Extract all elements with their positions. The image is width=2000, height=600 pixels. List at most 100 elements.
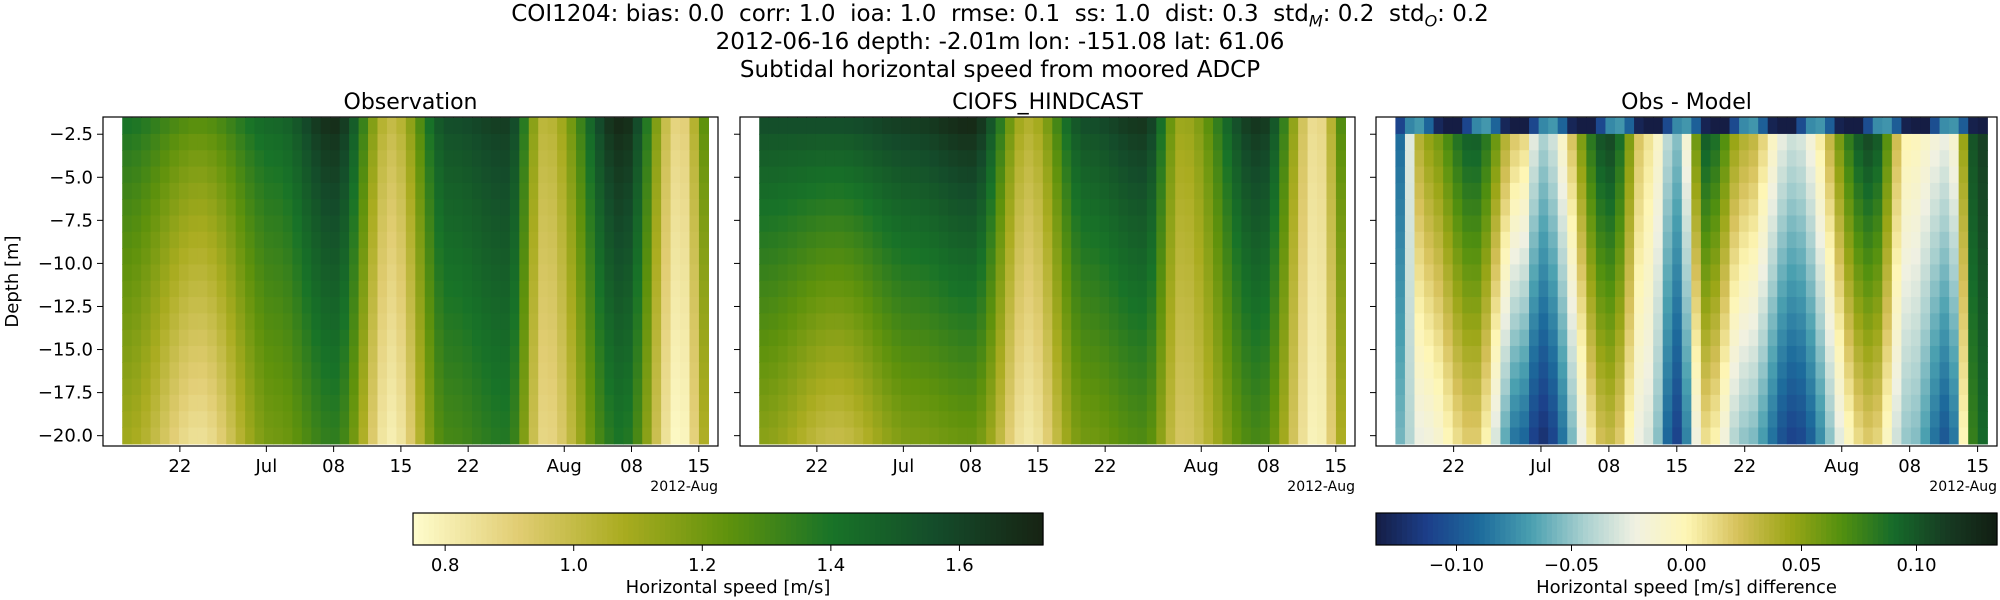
colorbar-swatch (1733, 513, 1739, 545)
heatmap-cell (651, 378, 662, 396)
heatmap-cell (1165, 231, 1176, 249)
x-tick-label: 15 (1665, 456, 1688, 477)
heatmap-cell (1222, 166, 1233, 184)
heatmap-cell (490, 329, 501, 347)
heatmap-cell (1433, 297, 1444, 314)
heatmap-cell (844, 280, 855, 298)
heatmap-cell (349, 215, 360, 233)
heatmap-cell (1529, 248, 1540, 266)
heatmap-cell (1061, 313, 1072, 331)
heatmap-cell (538, 378, 549, 396)
heatmap-cell (957, 133, 968, 151)
heatmap-cell (131, 280, 142, 298)
heatmap-cell (1643, 378, 1654, 396)
heatmap-cell (1853, 297, 1864, 314)
heatmap-cell (1061, 215, 1072, 233)
heatmap-cell (1977, 231, 1988, 249)
heatmap-cell (1796, 182, 1807, 200)
heatmap-cell (254, 362, 265, 380)
heatmap-cell (1777, 280, 1788, 298)
panel-frame (102, 116, 719, 447)
heatmap-cell (806, 182, 817, 200)
heatmap-cell (1109, 231, 1120, 249)
heatmap-cell (1958, 248, 1969, 266)
heatmap-cell (1213, 133, 1224, 151)
heatmap-cell (566, 329, 577, 347)
heatmap-cell (957, 215, 968, 233)
heatmap-cell (1557, 313, 1568, 331)
heatmap-cell (462, 166, 473, 184)
colorbar-swatch (796, 513, 803, 545)
heatmap-cell (1462, 215, 1473, 233)
heatmap-cell (519, 199, 530, 217)
heatmap-cell (282, 394, 293, 412)
heatmap-cell (1949, 280, 1960, 298)
heatmap-cell (528, 182, 539, 200)
heatmap-cell (1930, 215, 1941, 233)
heatmap-cell (834, 150, 845, 168)
heatmap-cell (169, 248, 180, 266)
heatmap-cell (689, 362, 700, 380)
heatmap-cell (1844, 215, 1855, 233)
heatmap-cell (1481, 264, 1492, 282)
heatmap-cell (1490, 378, 1502, 396)
heatmap-cell (292, 362, 303, 380)
heatmap-cell (1815, 133, 1826, 151)
heatmap-cell (1424, 329, 1435, 347)
heatmap-cell (1614, 231, 1626, 249)
heatmap-cell (797, 231, 808, 249)
heatmap-cell (330, 345, 341, 363)
heatmap-cell (759, 248, 770, 266)
heatmap-cell (1231, 150, 1242, 168)
heatmap-cell (396, 133, 407, 151)
heatmap-cell (547, 166, 558, 184)
heatmap-cell (320, 427, 331, 445)
heatmap-cell (434, 394, 445, 412)
heatmap-cell (330, 313, 341, 331)
heatmap-cell (557, 231, 568, 249)
colorbar-swatch (428, 513, 435, 545)
heatmap-cell (453, 231, 464, 249)
heatmap-cell (853, 150, 864, 168)
heatmap-cell (538, 313, 549, 331)
heatmap-cell (122, 378, 133, 396)
heatmap-cell (1576, 133, 1587, 151)
heatmap-cell (386, 378, 397, 396)
heatmap-cell (768, 248, 779, 266)
heatmap-cell (1156, 199, 1167, 217)
heatmap-cell (1099, 394, 1110, 412)
heatmap-cell (490, 280, 501, 298)
heatmap-cell (415, 182, 426, 200)
heatmap-cell (938, 427, 949, 445)
heatmap-cell (1269, 280, 1280, 298)
heatmap-cell (1595, 329, 1607, 347)
heatmap-cell (1307, 313, 1318, 331)
heatmap-cell (778, 199, 789, 217)
heatmap-cell (1605, 133, 1616, 151)
heatmap-cell (1080, 345, 1091, 363)
heatmap-cell (594, 215, 605, 233)
heatmap-cell (1241, 182, 1252, 200)
heatmap-cell (509, 280, 520, 298)
heatmap-cell (1109, 150, 1120, 168)
heatmap-cell (1758, 264, 1769, 282)
heatmap-cell (986, 427, 997, 445)
heatmap-cell (1672, 313, 1683, 331)
heatmap-cell (623, 150, 634, 168)
heatmap-cell (585, 231, 596, 249)
heatmap-cell (1222, 133, 1233, 151)
heatmap-cell (131, 313, 142, 331)
heatmap-cell (797, 199, 808, 217)
heatmap-cell (623, 133, 634, 151)
heatmap-cell (1710, 362, 1721, 380)
colorbar-swatch (1991, 513, 1998, 545)
heatmap-cell (538, 215, 549, 233)
heatmap-cell (938, 199, 949, 217)
heatmap-cell (453, 427, 464, 445)
heatmap-cell (349, 345, 360, 363)
heatmap-cell (301, 378, 312, 396)
heatmap-cell (891, 248, 902, 266)
heatmap-cell (264, 297, 275, 314)
heatmap-cell (834, 362, 845, 380)
heatmap-cell (882, 394, 893, 412)
